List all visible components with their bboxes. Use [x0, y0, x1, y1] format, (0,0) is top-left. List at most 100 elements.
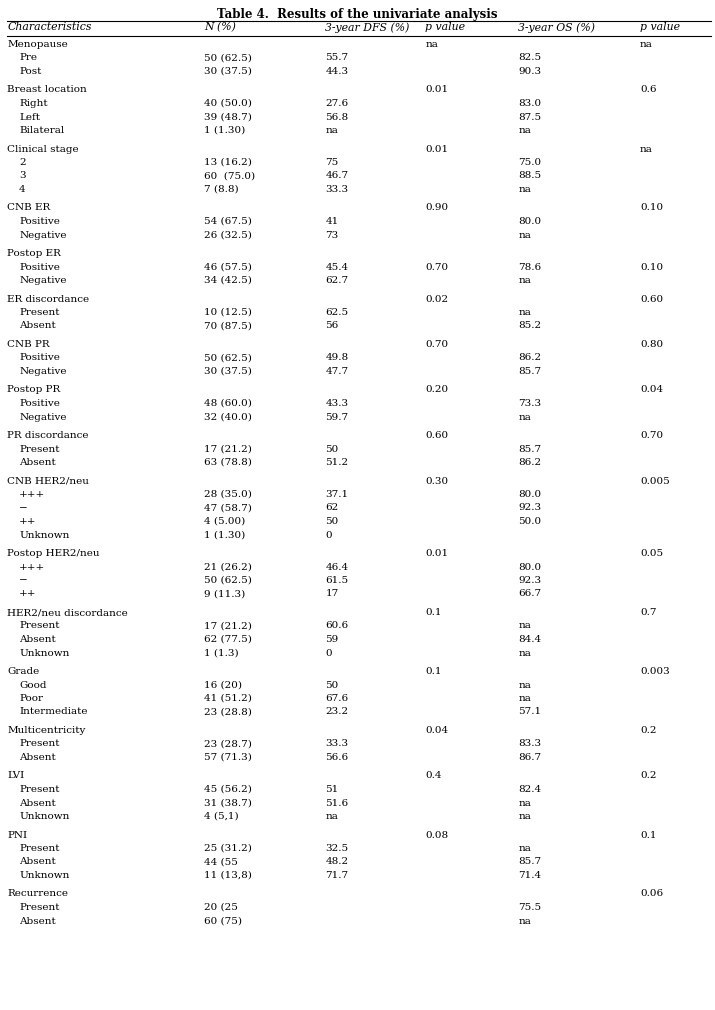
- Text: 0.1: 0.1: [425, 608, 442, 617]
- Text: Poor: Poor: [19, 694, 43, 703]
- Text: 0.90: 0.90: [425, 203, 448, 212]
- Text: 45 (56.2): 45 (56.2): [204, 785, 252, 794]
- Text: 85.7: 85.7: [518, 367, 541, 376]
- Text: Clinical stage: Clinical stage: [7, 144, 79, 154]
- Text: Good: Good: [19, 681, 46, 690]
- Text: 31 (38.7): 31 (38.7): [204, 799, 252, 808]
- Text: na: na: [325, 126, 338, 135]
- Text: N (%): N (%): [204, 22, 236, 32]
- Text: Present: Present: [19, 444, 59, 453]
- Text: 45.4: 45.4: [325, 263, 348, 272]
- Text: Absent: Absent: [19, 635, 56, 644]
- Text: na: na: [518, 126, 531, 135]
- Text: 0.70: 0.70: [640, 431, 663, 440]
- Text: Postop ER: Postop ER: [7, 249, 61, 258]
- Text: 71.4: 71.4: [518, 871, 541, 880]
- Text: Absent: Absent: [19, 753, 56, 762]
- Text: 71.7: 71.7: [325, 871, 348, 880]
- Text: 44.3: 44.3: [325, 67, 348, 76]
- Text: Present: Present: [19, 739, 59, 748]
- Text: PNI: PNI: [7, 830, 27, 839]
- Text: Positive: Positive: [19, 217, 60, 226]
- Text: Positive: Positive: [19, 263, 60, 272]
- Text: Absent: Absent: [19, 458, 56, 467]
- Text: 20 (25: 20 (25: [204, 903, 237, 912]
- Text: 7 (8.8): 7 (8.8): [204, 185, 238, 194]
- Text: 51: 51: [325, 785, 339, 794]
- Text: 25 (31.2): 25 (31.2): [204, 844, 252, 853]
- Text: 13 (16.2): 13 (16.2): [204, 158, 252, 167]
- Text: na: na: [518, 844, 531, 853]
- Text: 85.7: 85.7: [518, 444, 541, 453]
- Text: CNB HER2/neu: CNB HER2/neu: [7, 477, 89, 486]
- Text: na: na: [518, 648, 531, 658]
- Text: 50 (62.5): 50 (62.5): [204, 354, 252, 363]
- Text: Grade: Grade: [7, 667, 39, 676]
- Text: 78.6: 78.6: [518, 263, 541, 272]
- Text: 46.7: 46.7: [325, 172, 348, 181]
- Text: 82.5: 82.5: [518, 54, 541, 63]
- Text: 0.70: 0.70: [425, 340, 448, 349]
- Text: 75.5: 75.5: [518, 903, 541, 912]
- Text: 0.2: 0.2: [640, 726, 656, 735]
- Text: na: na: [518, 799, 531, 808]
- Text: Multicentricity: Multicentricity: [7, 726, 86, 735]
- Text: 41: 41: [325, 217, 339, 226]
- Text: 26 (32.5): 26 (32.5): [204, 230, 252, 239]
- Text: 0.10: 0.10: [640, 203, 663, 212]
- Text: 9 (11.3): 9 (11.3): [204, 590, 245, 599]
- Text: Negative: Negative: [19, 412, 66, 421]
- Text: Present: Present: [19, 785, 59, 794]
- Text: Negative: Negative: [19, 367, 66, 376]
- Text: 60  (75.0): 60 (75.0): [204, 172, 255, 181]
- Text: 32 (40.0): 32 (40.0): [204, 412, 252, 421]
- Text: Intermediate: Intermediate: [19, 707, 88, 716]
- Text: Characteristics: Characteristics: [7, 22, 92, 32]
- Text: ER discordance: ER discordance: [7, 295, 89, 303]
- Text: 33.3: 33.3: [325, 739, 348, 748]
- Text: na: na: [640, 40, 653, 49]
- Text: 41 (51.2): 41 (51.2): [204, 694, 252, 703]
- Text: 86.7: 86.7: [518, 753, 541, 762]
- Text: 50.0: 50.0: [518, 517, 541, 526]
- Text: 0.30: 0.30: [425, 477, 448, 486]
- Text: Negative: Negative: [19, 230, 66, 239]
- Text: 33.3: 33.3: [325, 185, 348, 194]
- Text: 30 (37.5): 30 (37.5): [204, 67, 252, 76]
- Text: 3-year OS (%): 3-year OS (%): [518, 22, 596, 32]
- Text: Present: Present: [19, 621, 59, 630]
- Text: 28 (35.0): 28 (35.0): [204, 490, 252, 499]
- Text: 56.8: 56.8: [325, 112, 348, 121]
- Text: 50: 50: [325, 517, 339, 526]
- Text: 0.60: 0.60: [640, 295, 663, 303]
- Text: 0: 0: [325, 530, 332, 539]
- Text: Menopause: Menopause: [7, 40, 68, 49]
- Text: na: na: [518, 681, 531, 690]
- Text: 0: 0: [325, 648, 332, 658]
- Text: CNB ER: CNB ER: [7, 203, 50, 212]
- Text: 17 (21.2): 17 (21.2): [204, 444, 252, 453]
- Text: −: −: [19, 504, 28, 512]
- Text: 23.2: 23.2: [325, 707, 348, 716]
- Text: na: na: [518, 694, 531, 703]
- Text: 0.003: 0.003: [640, 667, 670, 676]
- Text: 90.3: 90.3: [518, 67, 541, 76]
- Text: 17: 17: [325, 590, 339, 599]
- Text: 0.1: 0.1: [425, 667, 442, 676]
- Text: 32.5: 32.5: [325, 844, 348, 853]
- Text: 3: 3: [19, 172, 26, 181]
- Text: 85.2: 85.2: [518, 321, 541, 330]
- Text: Recurrence: Recurrence: [7, 890, 68, 899]
- Text: 50: 50: [325, 444, 339, 453]
- Text: 0.05: 0.05: [640, 549, 663, 558]
- Text: +++: +++: [19, 490, 45, 499]
- Text: Absent: Absent: [19, 799, 56, 808]
- Text: Unknown: Unknown: [19, 648, 69, 658]
- Text: Negative: Negative: [19, 276, 66, 285]
- Text: na: na: [518, 230, 531, 239]
- Text: 87.5: 87.5: [518, 112, 541, 121]
- Text: 80.0: 80.0: [518, 217, 541, 226]
- Text: Right: Right: [19, 99, 48, 108]
- Text: 48.2: 48.2: [325, 857, 348, 867]
- Text: 0.20: 0.20: [425, 386, 448, 395]
